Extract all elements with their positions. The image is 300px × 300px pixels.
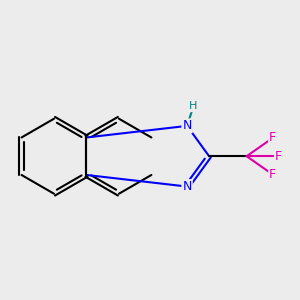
Text: F: F: [275, 150, 282, 163]
Text: N: N: [182, 180, 192, 193]
Text: F: F: [269, 131, 276, 144]
Text: F: F: [269, 168, 276, 181]
Text: H: H: [189, 101, 198, 111]
Text: N: N: [182, 119, 192, 132]
